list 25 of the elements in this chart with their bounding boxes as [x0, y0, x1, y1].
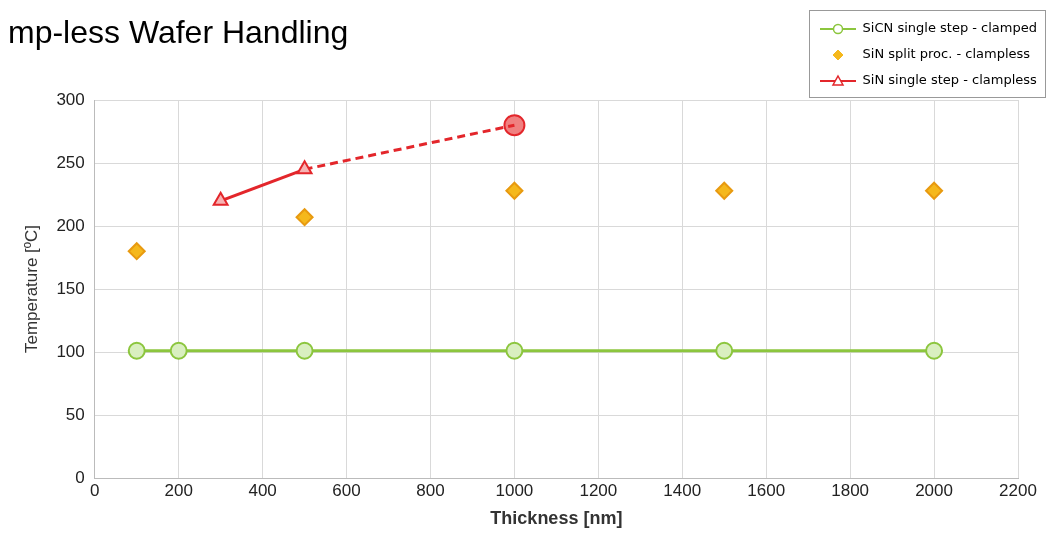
y-tick-label: 0	[75, 467, 85, 487]
legend-label: SiCN single step - clamped	[862, 20, 1037, 35]
x-tick-label: 200	[164, 480, 193, 500]
x-tick-label: 400	[248, 480, 277, 500]
x-tick-label: 1000	[495, 480, 534, 500]
x-tick-label: 2000	[915, 480, 953, 500]
y-tick-label: 50	[65, 404, 85, 424]
x-tick-label: 800	[416, 480, 445, 500]
x-tick-label: 2200	[999, 480, 1037, 500]
y-axis-title: Temperature [ºC]	[21, 224, 41, 354]
y-tick-label: 200	[56, 215, 85, 235]
y-tick-label: 150	[56, 278, 85, 298]
x-axis-title: Thickness [nm]	[490, 508, 623, 529]
x-tick-label: 1800	[831, 480, 870, 500]
x-tick-label: 1200	[579, 480, 618, 500]
y-tick-label: 250	[56, 152, 85, 172]
chart-title: mp-less Wafer Handling	[8, 14, 349, 51]
y-tick-label: 300	[56, 89, 85, 109]
y-tick-label: 100	[56, 341, 85, 361]
legend-label: SiN split proc. - clampless	[862, 46, 1031, 61]
legend-label: SiN single step - clampless	[862, 72, 1037, 87]
x-tick-label: 0	[90, 480, 100, 500]
x-tick-label: 1400	[663, 480, 702, 500]
x-tick-label: 600	[332, 480, 361, 500]
x-tick-label: 1600	[747, 480, 786, 500]
